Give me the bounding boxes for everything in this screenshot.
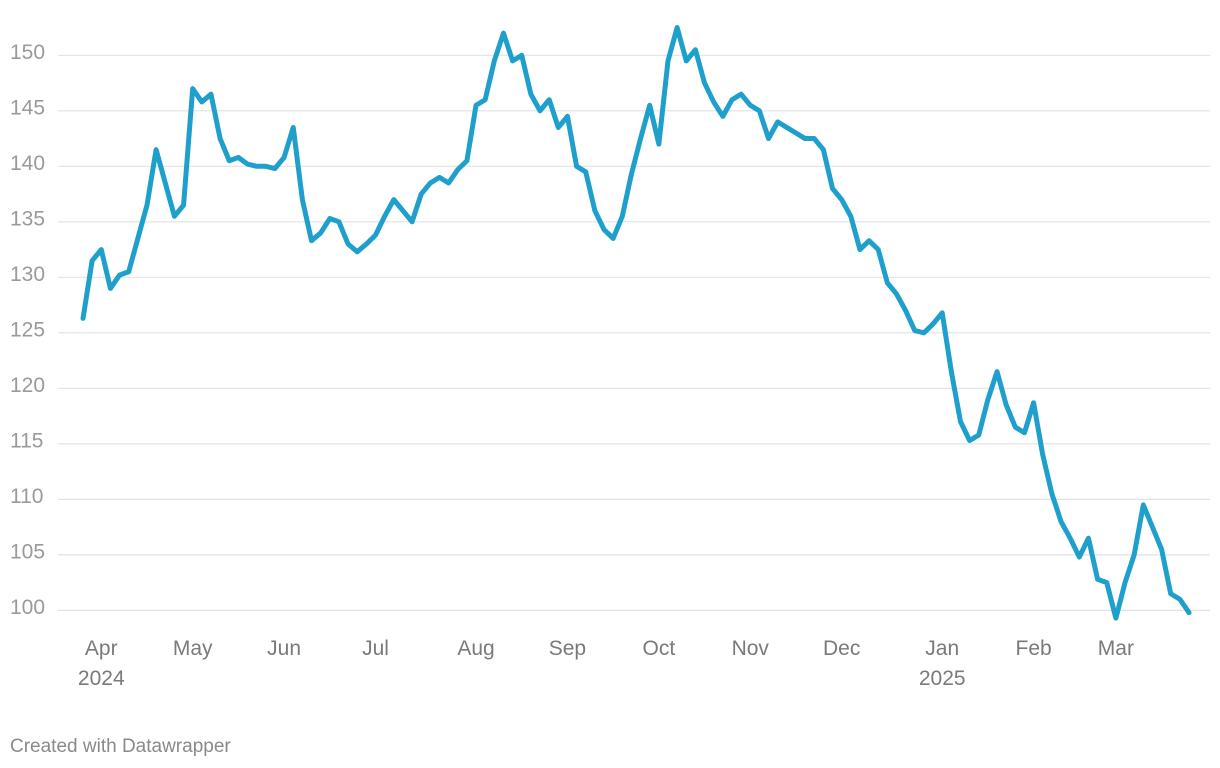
line bbox=[80, 25, 1192, 621]
x-tick-label: Jun bbox=[267, 637, 301, 660]
x-tick-label: Jan 2025 bbox=[919, 637, 966, 690]
credit: Created with Datawrapper bbox=[10, 736, 231, 757]
y-tick-label: 100 bbox=[10, 596, 45, 619]
x-tick-label: May bbox=[173, 637, 213, 660]
x-tick-label: Nov bbox=[732, 637, 770, 660]
y-tick-label: 145 bbox=[10, 96, 45, 119]
y-tick-label: 125 bbox=[10, 318, 45, 341]
y-tick-label: 130 bbox=[10, 263, 45, 286]
x-tick-label: Aug bbox=[457, 637, 494, 660]
x-tick-label: Dec bbox=[823, 637, 860, 660]
x-tick-label: Jul bbox=[362, 637, 389, 660]
x-tick-label: Oct bbox=[643, 637, 676, 660]
y-tick-label: 105 bbox=[10, 540, 45, 563]
y-tick-label: 140 bbox=[10, 152, 45, 175]
x-tick-label: Mar bbox=[1098, 637, 1134, 660]
x-tick-label: Sep bbox=[549, 637, 586, 660]
x-tick-label: Feb bbox=[1016, 637, 1052, 660]
y-tick-label: 135 bbox=[10, 207, 45, 230]
y-tick-label: 115 bbox=[10, 429, 43, 452]
y-tick-label: 150 bbox=[10, 41, 45, 64]
y-tick-label: 110 bbox=[10, 485, 43, 508]
x-tick-label: Apr 2024 bbox=[78, 637, 125, 690]
y-tick-label: 120 bbox=[10, 374, 45, 397]
